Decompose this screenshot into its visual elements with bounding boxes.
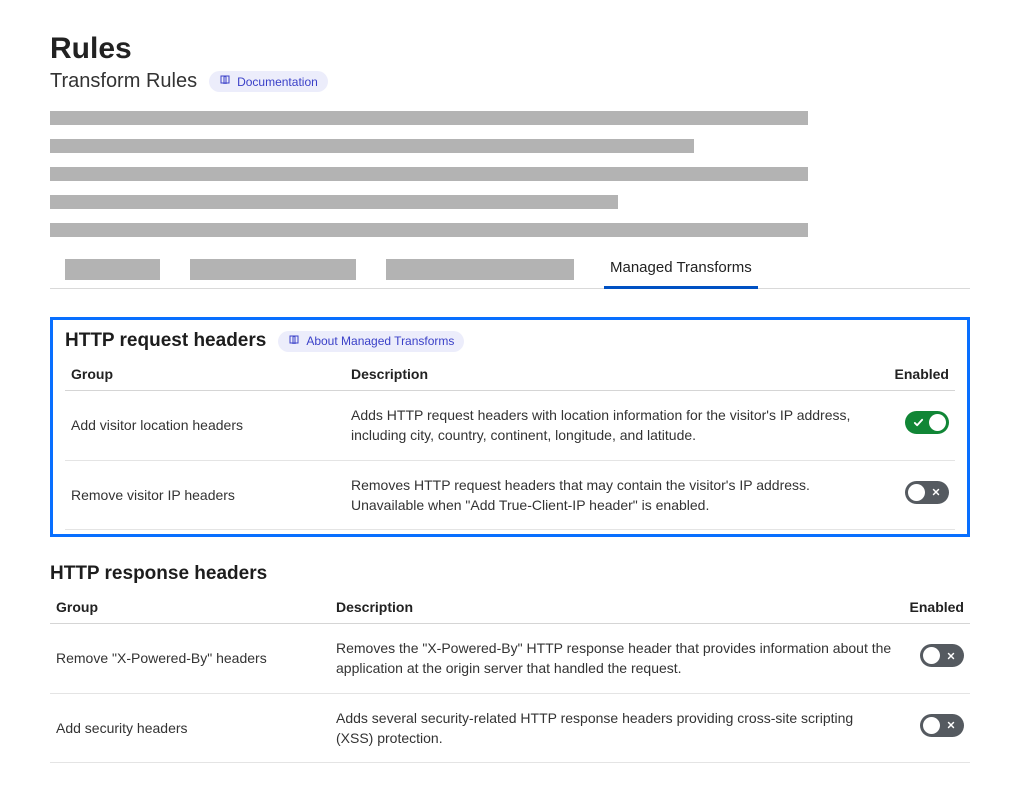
toggle-disabled[interactable]: [920, 714, 964, 737]
tabs-row: Managed Transforms: [50, 251, 970, 289]
skeleton-line: [50, 223, 808, 237]
col-header-description: Description: [345, 358, 885, 391]
subtitle-row: Transform Rules Documentation: [50, 70, 970, 93]
response-headers-section: HTTP response headers Group Description …: [50, 563, 970, 763]
cell-description: Adds HTTP request headers with location …: [345, 391, 885, 461]
cell-group: Add security headers: [50, 693, 330, 763]
cell-enabled: [900, 624, 970, 694]
toggle-disabled[interactable]: [905, 481, 949, 504]
request-headers-table: Group Description Enabled Add visitor lo…: [65, 358, 955, 530]
request-headers-section: HTTP request headers About Managed Trans…: [50, 317, 970, 537]
page-container: Rules Transform Rules Documentation Mana…: [0, 0, 1020, 803]
skeleton-line: [50, 111, 808, 125]
tab-skeleton: [190, 259, 356, 280]
request-section-title: HTTP request headers: [65, 330, 266, 352]
page-subtitle: Transform Rules: [50, 70, 197, 93]
x-icon: [927, 484, 944, 501]
col-header-group: Group: [65, 358, 345, 391]
col-header-enabled: Enabled: [885, 358, 955, 391]
cell-description: Removes the "X-Powered-By" HTTP response…: [330, 624, 900, 694]
response-section-title: HTTP response headers: [50, 563, 267, 585]
table-row: Add security headersAdds several securit…: [50, 693, 970, 763]
skeleton-line: [50, 139, 694, 153]
col-header-enabled: Enabled: [900, 591, 970, 624]
tab-skeleton: [386, 259, 574, 280]
col-header-description: Description: [330, 591, 900, 624]
cell-enabled: [885, 391, 955, 461]
cell-enabled: [885, 460, 955, 530]
documentation-link-label: Documentation: [237, 75, 318, 89]
cell-enabled: [900, 693, 970, 763]
check-icon: [911, 415, 925, 429]
about-managed-transforms-link[interactable]: About Managed Transforms: [278, 331, 464, 352]
cell-group: Remove visitor IP headers: [65, 460, 345, 530]
table-row: Remove visitor IP headersRemoves HTTP re…: [65, 460, 955, 530]
col-header-group: Group: [50, 591, 330, 624]
cell-description: Adds several security-related HTTP respo…: [330, 693, 900, 763]
table-row: Remove "X-Powered-By" headersRemoves the…: [50, 624, 970, 694]
about-link-label: About Managed Transforms: [306, 334, 454, 348]
page-title: Rules: [50, 32, 970, 66]
book-icon: [288, 334, 300, 349]
cell-description: Removes HTTP request headers that may co…: [345, 460, 885, 530]
tab-skeleton: [65, 259, 160, 280]
tab-managed-transforms[interactable]: Managed Transforms: [604, 251, 758, 289]
documentation-link[interactable]: Documentation: [209, 71, 328, 92]
response-headers-table: Group Description Enabled Remove "X-Powe…: [50, 591, 970, 763]
skeleton-line: [50, 195, 618, 209]
x-icon: [942, 647, 959, 664]
response-section-header: HTTP response headers: [50, 563, 970, 585]
toggle-enabled[interactable]: [905, 411, 949, 434]
cell-group: Remove "X-Powered-By" headers: [50, 624, 330, 694]
toggle-disabled[interactable]: [920, 644, 964, 667]
request-section-header: HTTP request headers About Managed Trans…: [65, 330, 955, 352]
book-icon: [219, 74, 231, 89]
skeleton-description-block: [50, 111, 970, 237]
x-icon: [942, 717, 959, 734]
cell-group: Add visitor location headers: [65, 391, 345, 461]
skeleton-line: [50, 167, 808, 181]
table-row: Add visitor location headersAdds HTTP re…: [65, 391, 955, 461]
